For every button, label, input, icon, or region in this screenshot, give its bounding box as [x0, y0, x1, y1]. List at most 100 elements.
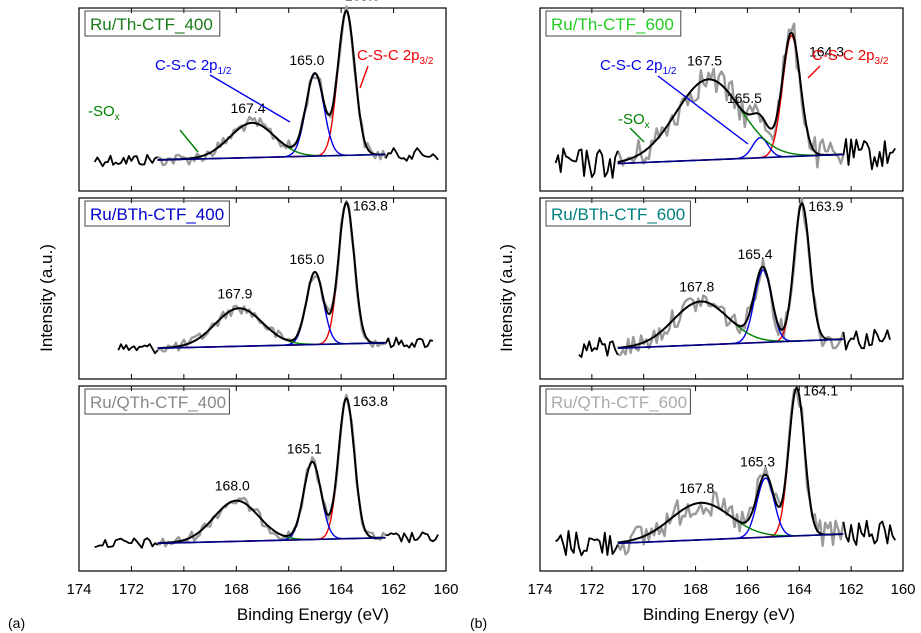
annotation-pointer-1	[657, 75, 749, 145]
peak-label-163-9: 163.9	[808, 198, 843, 214]
x-tick-label-160: 160	[890, 581, 915, 598]
annotation-0: C-S-C 2p3/2	[812, 47, 889, 67]
panel-label-b: (b)	[470, 615, 487, 631]
annotation-0: C-S-C 2p3/2	[357, 47, 434, 67]
peak-2p32-line	[617, 202, 843, 349]
x-tick-label-162: 162	[381, 581, 406, 598]
x-tick-label-170: 170	[171, 581, 196, 598]
x-tick-label-162: 162	[839, 581, 864, 598]
x-tick-label-166: 166	[276, 581, 301, 598]
spectra-curves	[93, 5, 896, 557]
panel-title-box	[545, 10, 682, 37]
panel-title-box	[84, 10, 221, 37]
annotation-2: -SOx	[618, 111, 650, 131]
annotation-pointer-2	[629, 127, 645, 143]
x-axis-label-a: Binding Energy (eV)	[237, 605, 389, 624]
peak-label-165-3: 165.3	[740, 453, 775, 469]
x-tick-label-164: 164	[787, 581, 812, 598]
plot-frame-b-1	[539, 7, 904, 192]
panel-frames	[78, 7, 904, 572]
annotation-1: C-S-C 2p1/2	[600, 57, 677, 77]
peak-label-165-5: 165.5	[727, 90, 762, 106]
x-tick-label-168: 168	[224, 581, 249, 598]
plot-frame-a-2	[78, 197, 447, 380]
x-tick-label-172: 172	[119, 581, 144, 598]
envelope-line	[157, 9, 385, 161]
peak-label-165-4: 165.4	[737, 246, 772, 262]
raw-data-line-outer-left	[93, 153, 158, 168]
y-axis-label-b: Intensity (a.u.)	[497, 244, 516, 352]
panel-title-text: Ru/Th-CTF_600	[551, 15, 674, 34]
panel-title-box	[545, 200, 691, 227]
panel-title-text: Ru/BTh-CTF_400	[90, 205, 224, 224]
peak-label-163-8: 163.8	[345, 0, 380, 4]
peak-label-165-1: 165.1	[287, 441, 322, 457]
baseline-line	[157, 536, 386, 545]
panel-title-text: Ru/Th-CTF_400	[90, 15, 213, 34]
annotation-pointer-2	[179, 129, 199, 153]
raw-data-line-outer-right	[842, 328, 891, 351]
peak-label-165-0: 165.0	[289, 251, 324, 267]
raw-data-line-outer-right	[842, 138, 896, 171]
plot-frame-a-1	[78, 7, 447, 192]
baseline-line	[157, 342, 386, 349]
envelope-line	[617, 202, 843, 349]
panel-title-box	[84, 388, 230, 415]
peak-label-163-8: 163.8	[353, 393, 388, 409]
annotation-pointer-0	[359, 65, 369, 89]
figure-text: (a) (b) Binding Energy (eV) Binding Ener…	[8, 0, 916, 631]
x-axis-label-b: Binding Energy (eV)	[643, 605, 795, 624]
panel-title-text: Ru/QTh-CTF_600	[551, 393, 687, 412]
annotation-pointer-1	[209, 74, 291, 123]
baseline-line	[617, 338, 844, 349]
x-tick-label-164: 164	[329, 581, 354, 598]
annotation-1: C-S-C 2p1/2	[155, 57, 232, 77]
x-tick-label-166: 166	[735, 581, 760, 598]
plot-frame-b-2	[539, 197, 904, 380]
peak-label-167-4: 167.4	[230, 100, 265, 116]
peak-label-167-9: 167.9	[217, 285, 252, 301]
peak-2p12-line	[157, 73, 385, 161]
panel-title-a-2: Ru/BTh-CTF_400	[84, 200, 230, 227]
y-axis-label-a: Intensity (a.u.)	[37, 244, 56, 352]
baseline-line	[157, 153, 386, 161]
panel-title-a-3: Ru/QTh-CTF_400	[84, 388, 230, 415]
peak-label-163-8: 163.8	[353, 197, 388, 213]
peak-label-165-0: 165.0	[289, 52, 324, 68]
raw-data-line-outer-left	[117, 343, 159, 355]
peak-label-167-5: 167.5	[687, 52, 722, 68]
raw-data-line-outer-left	[94, 537, 159, 549]
plot-frame-b-3	[539, 385, 904, 572]
x-tick-label-170: 170	[631, 581, 656, 598]
panel-title-b-2: Ru/BTh-CTF_600	[545, 200, 691, 227]
peak-label-164-1: 164.1	[803, 383, 838, 399]
x-tick-label-160: 160	[433, 581, 458, 598]
x-tick-label-174: 174	[66, 581, 91, 598]
peak-label-167-8: 167.8	[679, 480, 714, 496]
raw-data-line-outer-right	[842, 519, 896, 546]
panel-title-text: Ru/BTh-CTF_600	[551, 205, 685, 224]
panel-title-a-1: Ru/Th-CTF_400	[84, 10, 221, 37]
panel-title-b-1: Ru/Th-CTF_600	[545, 10, 682, 37]
envelope-line	[617, 386, 843, 544]
x-tick-label-168: 168	[683, 581, 708, 598]
panel-label-a: (a)	[8, 615, 25, 631]
envelope-line	[157, 397, 385, 545]
peak-label-167-8: 167.8	[679, 278, 714, 294]
baseline-line	[617, 153, 844, 165]
annotation-pointer-0	[807, 65, 821, 79]
raw-data-line-outer-right	[384, 147, 439, 162]
raw-data-line-outer-left	[578, 336, 619, 359]
raw-data-line-outer-left	[554, 147, 619, 179]
panel-title-text: Ru/QTh-CTF_400	[90, 393, 226, 412]
plot-frame-a-3	[78, 385, 447, 572]
x-tick-label-174: 174	[527, 581, 552, 598]
x-tick-label-172: 172	[579, 581, 604, 598]
peak-label-168-0: 168.0	[215, 478, 250, 494]
panel-title-box	[84, 200, 230, 227]
raw-data-line-outer-right	[384, 336, 434, 349]
baseline-line	[617, 533, 844, 545]
raw-data-line-outer-left	[555, 530, 619, 557]
raw-data-line-outer-right	[385, 531, 439, 544]
